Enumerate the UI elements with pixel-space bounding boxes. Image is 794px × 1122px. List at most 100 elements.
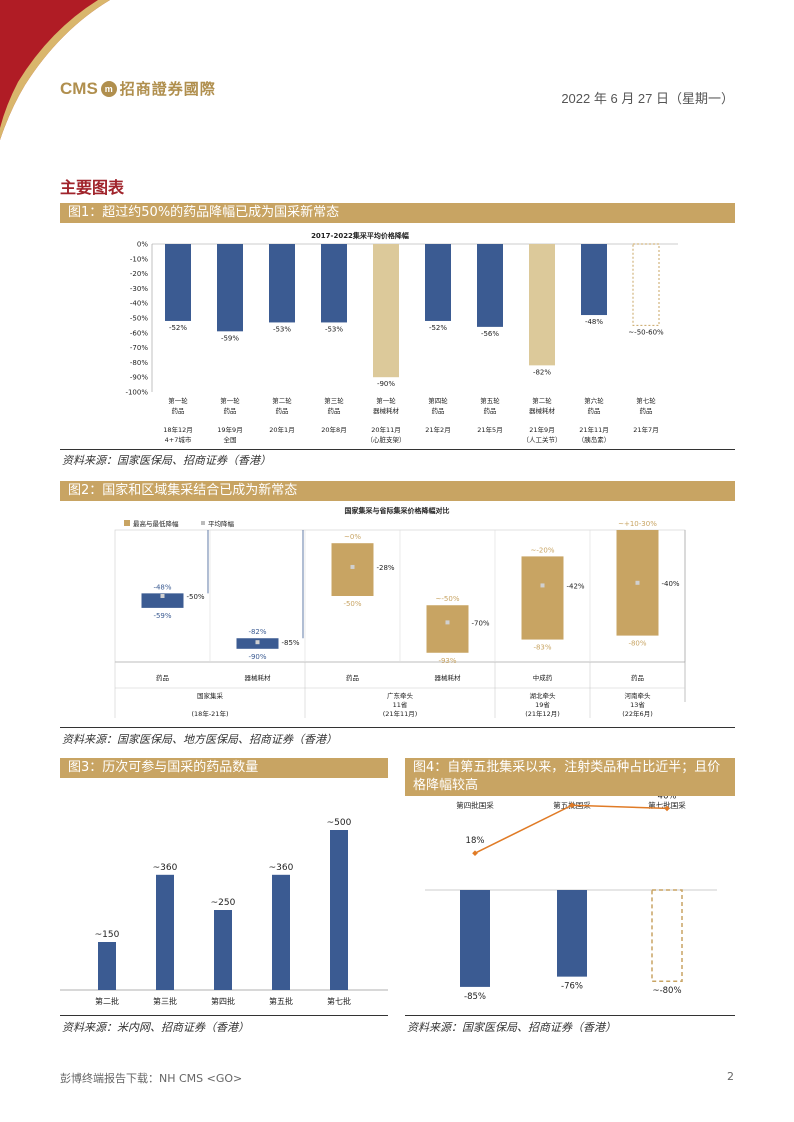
fig3-chart: ~150 第二批 ~360 第三批 ~250 第四批 ~360 第五批 ~500 第七批: [60, 818, 388, 1006]
fig1-cat-date: 21年11月: [579, 425, 609, 434]
fig1-cat-date: 18年12月: [163, 425, 193, 434]
fig1-cat-date: 20年8月: [321, 425, 346, 434]
footer-bloomberg-note: 彭博终端报告下载：NH CMS <GO>: [60, 1072, 243, 1085]
fig2-group-period: (21年11月): [383, 709, 418, 718]
fig1-data-label: -59%: [221, 334, 239, 342]
fig4-caption: 图4：自第五批集采以来，注射类品种占比近半；且价格降幅较高: [405, 758, 735, 796]
fig1-cat-date: 21年2月: [425, 425, 450, 434]
fig2-group-label: 湖北牵头: [530, 691, 557, 700]
fig3-caption: 图3：历次可参与国采的药品数量: [60, 758, 388, 778]
fig2-range-bar: [331, 543, 374, 596]
fig4-cut-label: -85%: [464, 992, 486, 1002]
fig1-cat-line2: 药品: [588, 406, 601, 415]
fig1-bar: [529, 244, 555, 366]
fig1-source: 资料来源：国家医保局、招商证券（香港）: [62, 454, 271, 467]
logo-chinese: 招商證券國際: [119, 81, 216, 98]
fig2-category: 药品: [346, 673, 359, 682]
fig2-avg-label: -50%: [187, 593, 205, 601]
fig4-share-point: [664, 805, 670, 812]
fig1-cat-date: 20年11月: [371, 425, 401, 434]
fig4-category: 第七批国采: [648, 800, 686, 810]
fig2-group-period: (22年6月): [622, 709, 652, 718]
logo-latin: CMS: [60, 78, 98, 98]
fig1-y-tick: 0%: [137, 241, 148, 249]
fig1-bar: [321, 244, 347, 323]
fig2-hi-label: ~-50%: [436, 595, 460, 603]
logo-badge: m: [100, 80, 117, 97]
fig2-lo-label: -83%: [533, 644, 551, 652]
fig4-cut-label: ~-80%: [652, 986, 681, 996]
fig2-legend-swatch-avg: [201, 521, 205, 525]
fig2-divider: [60, 727, 735, 728]
fig3-bar: [330, 830, 348, 990]
fig1-cat-line2: 药品: [484, 406, 497, 415]
fig3-bar: [272, 874, 290, 990]
fig2-category: 中成药: [533, 673, 553, 682]
fig3-data-label: ~500: [327, 818, 352, 828]
fig1-y-tick: -90%: [130, 374, 148, 382]
fig2-hi-label: ~0%: [344, 533, 361, 541]
fig1-cat-line2: 药品: [432, 406, 445, 415]
fig2-avg-marker: [445, 620, 450, 625]
fig1-cat-line2: 药品: [640, 406, 653, 415]
report-date: 2022 年 6 月 27 日（星期一）: [561, 91, 734, 106]
fig1-data-label: ~-50-60%: [628, 328, 664, 336]
fig1-y-tick: -10%: [130, 255, 148, 263]
fig2-source: 资料来源：国家医保局、地方医保局、招商证券（香港）: [62, 733, 337, 746]
fig1-cat-line2: 药品: [224, 406, 237, 415]
fig1-cat-line1: 第七轮: [636, 396, 656, 405]
fig2-category: 药品: [631, 673, 644, 682]
fig1-cat-line2: 器械耗材: [529, 406, 556, 415]
fig1-cat-line1: 第六轮: [584, 396, 604, 405]
fig1-data-label: -48%: [585, 318, 603, 326]
fig2-legend-swatch-range: [124, 520, 130, 526]
fig3-bar: [98, 942, 116, 990]
fig1-data-label: -53%: [273, 325, 291, 333]
fig1-bar: [373, 244, 399, 378]
fig2-avg-label: -42%: [567, 582, 585, 590]
fig1-cat-note: （心脏支架）: [367, 435, 406, 444]
fig3-category: 第三批: [153, 996, 177, 1006]
fig1-cat-date: 19年9月: [217, 425, 242, 434]
fig2-group-label: 河南牵头: [625, 691, 652, 700]
fig1-y-tick: -100%: [125, 389, 148, 397]
fig1-chart-title: 2017-2022集采平均价格降幅: [311, 231, 409, 240]
fig4-cut-label: -76%: [561, 982, 583, 992]
fig1-bar: [477, 244, 503, 327]
fig3-category: 第二批: [95, 996, 119, 1006]
section-title: 主要图表: [60, 178, 125, 197]
fig1-divider: [60, 449, 735, 450]
fig1-cat-date: 21年7月: [633, 425, 658, 434]
fig2-group-count: 19省: [535, 700, 550, 709]
fig2-lo-label: -93%: [438, 657, 456, 665]
fig1-cat-line1: 第五轮: [480, 396, 500, 405]
fig1-bar: [425, 244, 451, 321]
fig1-cat-line2: 器械耗材: [373, 406, 400, 415]
fig2-hi-label: -82%: [248, 628, 266, 636]
fig4-category: 第四批国采: [456, 800, 494, 810]
fig1-data-label: -90%: [377, 380, 395, 388]
fig2-chart-title: 国家集采与省际集采价格降幅对比: [345, 506, 450, 515]
fig1-y-tick: -80%: [130, 359, 148, 367]
fig1-bar-estimate: [632, 243, 660, 326]
fig2-lo-label: -90%: [248, 653, 266, 661]
fig2-group-label: 国家集采: [197, 691, 224, 700]
fig4-share-line: [474, 804, 668, 854]
fig3-bar: [214, 910, 232, 990]
fig1-cat-line1: 第四轮: [428, 396, 448, 405]
fig2-legend-range: 最高与最低降幅: [133, 519, 179, 528]
fig1-y-tick: -30%: [130, 285, 148, 293]
fig1-cat-line1: 第一轮: [376, 396, 396, 405]
fig4-chart: 第四批国采第五批国采第七批国采-85%-76%~-80%18%48%46%: [425, 796, 717, 1002]
fig2-legend-avg: 平均降幅: [208, 519, 235, 528]
fig2-avg-marker: [350, 564, 355, 569]
fig2-range-bar: [521, 556, 564, 640]
fig1-y-tick: -20%: [130, 270, 148, 278]
fig4-source: 资料来源：国家医保局、招商证券（香港）: [407, 1021, 616, 1034]
fig1-chart: 2017-2022集采平均价格降幅 0% -10% -20% -30% -40% -50% -…: [125, 231, 678, 444]
fig3-data-label: ~360: [269, 863, 294, 873]
fig1-cat-date: 21年9月: [529, 425, 554, 434]
fig1-y-tick: -60%: [130, 329, 148, 337]
fig3-category: 第四批: [211, 996, 235, 1006]
fig1-data-label: -82%: [533, 368, 551, 376]
